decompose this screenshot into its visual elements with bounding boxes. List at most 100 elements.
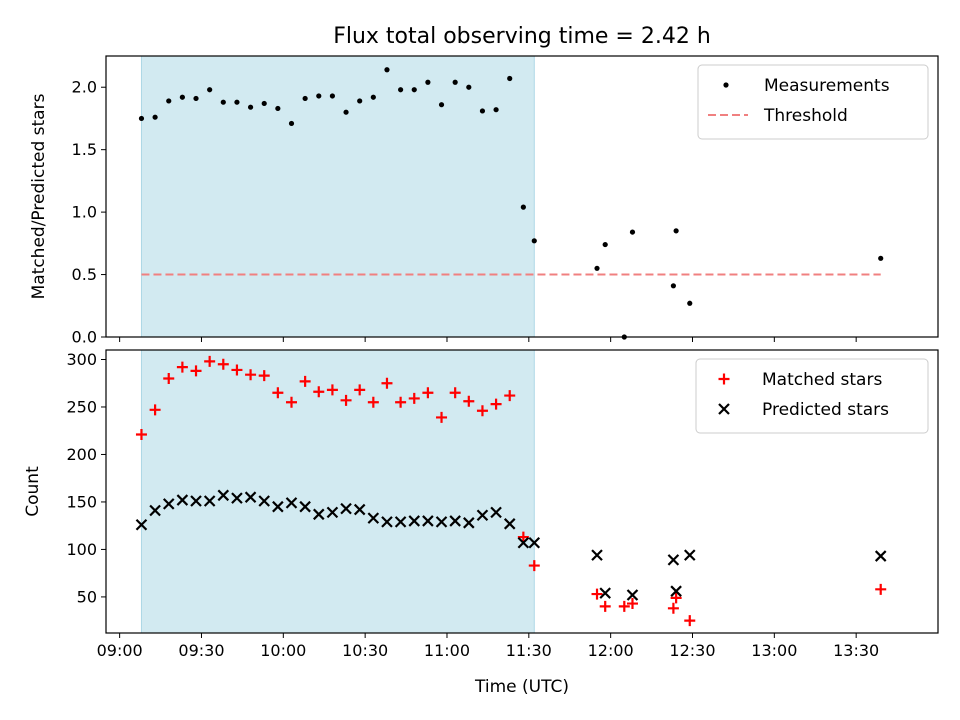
bottom-x-tick-label: 10:30: [342, 641, 388, 660]
top-legend-measurements-label: Measurements: [764, 76, 890, 96]
bottom-predicted-stars-point: [217, 489, 230, 502]
bottom-y-axis-label: Count: [23, 466, 43, 517]
bottom-predicted-stars-point: [272, 500, 284, 513]
top-measurements-point: [207, 87, 213, 93]
top-measurements-point: [152, 114, 158, 120]
bottom-x-tick-label: 11:30: [506, 641, 552, 660]
bottom-y-tick-label: 300: [66, 350, 97, 369]
top-legend-threshold-label: Threshold: [763, 106, 848, 126]
top-measurements-point: [398, 87, 404, 93]
top-measurements-point: [316, 93, 322, 99]
top-x-ticks: [119, 337, 857, 342]
top-measurements-point: [594, 265, 600, 271]
bottom-matched-stars-point: [176, 361, 188, 373]
bottom-predicted-stars-point: [683, 549, 696, 561]
top-y-tick-label: 1.5: [72, 140, 97, 159]
top-legend-box: [697, 64, 929, 140]
top-measurements-point: [629, 229, 636, 235]
shaded-observing-window: [140, 55, 535, 338]
bottom-predicted-stars-point: [149, 504, 161, 517]
bottom-matched-stars-point: [245, 369, 257, 381]
bottom-predicted-stars-point: [408, 515, 421, 527]
bottom-x-tick-label: 13:00: [751, 641, 797, 660]
bottom-predicted-stars-point: [517, 537, 530, 549]
bottom-x-tick-label: 09:30: [178, 641, 224, 660]
top-measurements-point: [687, 300, 693, 306]
bottom-predicted-stars-point: [312, 508, 325, 521]
top-measurements-point: [670, 283, 676, 289]
bottom-legend: Matched stars Predicted stars: [695, 358, 929, 434]
bottom-matched-stars-point: [326, 384, 338, 396]
top-measurements-point: [234, 99, 240, 105]
top-legend: Measurements Threshold: [697, 64, 929, 140]
top-measurements-point: [302, 95, 308, 102]
bottom-y-tick-label: 100: [66, 540, 97, 559]
bottom-matched-stars-point: [528, 560, 540, 572]
bottom-series-layer: [135, 355, 887, 627]
bottom-matched-stars-point: [299, 375, 311, 387]
bottom-matched-stars-point: [626, 598, 638, 610]
bottom-matched-stars-point: [517, 531, 529, 543]
bottom-matched-stars-point: [285, 396, 297, 408]
top-measurements-point: [370, 94, 376, 100]
bottom-matched-stars-point: [272, 387, 284, 399]
top-y-tick-label: 2.0: [72, 78, 97, 97]
bottom-matched-stars-point: [163, 372, 175, 384]
top-measurements-point: [507, 75, 513, 82]
top-measurements-point: [602, 241, 608, 248]
bottom-matched-stars-point: [395, 396, 407, 408]
bottom-matched-stars-point: [381, 377, 393, 389]
bottom-legend-box: [695, 358, 929, 434]
top-measurements-point: [193, 95, 199, 102]
top-measurements-point: [357, 98, 363, 104]
bottom-predicted-stars-point: [670, 585, 682, 597]
bottom-predicted-stars-point: [162, 498, 175, 510]
bottom-matched-stars-point: [670, 592, 682, 604]
bottom-panel: 50 100 150 200 250 300 09:00 09:30 10:00 10:30 11…: [23, 349, 939, 697]
top-series-layer: [138, 67, 884, 340]
bottom-predicted-stars-point: [626, 589, 639, 601]
bottom-matched-stars-point: [684, 615, 696, 627]
bottom-x-ticks: 09:00 09:30 10:00 10:30 11:00 11:30 12:00 12:30…: [97, 633, 879, 660]
top-measurements-point: [452, 79, 458, 85]
top-measurements-point: [138, 115, 145, 122]
top-measurements-point: [493, 107, 499, 113]
bottom-y-tick-label: 200: [66, 445, 97, 464]
top-axes-frame: [105, 55, 939, 338]
bottom-predicted-stars-point: [367, 512, 380, 524]
bottom-predicted-stars-point: [326, 506, 339, 519]
bottom-y-tick-label: 250: [66, 397, 97, 416]
bottom-predicted-stars-point: [190, 495, 202, 507]
top-y-tick-label: 0.0: [72, 328, 97, 347]
bottom-predicted-stars-point: [231, 492, 243, 504]
bottom-matched-stars-point: [367, 396, 379, 408]
top-measurements-point: [179, 94, 185, 100]
top-y-ticks: 0.0 0.5 1.0 1.5 2.0: [72, 78, 106, 347]
bottom-predicted-stars-point: [394, 516, 407, 528]
top-panel: 0.00.51.01.52.0 Matched/Predicted stars …: [29, 55, 939, 347]
top-y-axis-label: Matched/Predicted stars: [29, 93, 49, 299]
bottom-matched-stars-point: [449, 387, 461, 399]
bottom-matched-stars-point: [204, 355, 216, 367]
top-measurements-point: [425, 79, 431, 85]
bottom-matched-stars-point: [190, 365, 202, 377]
bottom-predicted-stars-point: [528, 537, 541, 549]
bottom-matched-stars-point: [258, 370, 270, 382]
x-axis-label: Time (UTC): [474, 677, 569, 697]
top-measurements-point: [329, 93, 336, 99]
bottom-legend-predicted-stars-handle: [718, 403, 730, 415]
bottom-x-tick-label: 09:00: [97, 641, 143, 660]
bottom-predicted-stars-point: [135, 518, 148, 531]
bottom-matched-stars-point: [599, 600, 611, 612]
bottom-predicted-stars-point: [258, 495, 270, 507]
bottom-predicted-stars-point: [244, 491, 257, 503]
top-measurements-point: [247, 104, 254, 110]
bottom-y-tick-label: 150: [66, 492, 97, 511]
bottom-x-tick-label: 12:30: [669, 641, 715, 660]
top-y-tick-label: 1.0: [72, 203, 97, 222]
top-measurements-point: [531, 238, 537, 244]
bottom-x-tick-label: 10:00: [260, 641, 306, 660]
bottom-matched-stars-point: [591, 588, 603, 600]
chart-title: Flux total observing time = 2.42 h: [333, 24, 711, 49]
